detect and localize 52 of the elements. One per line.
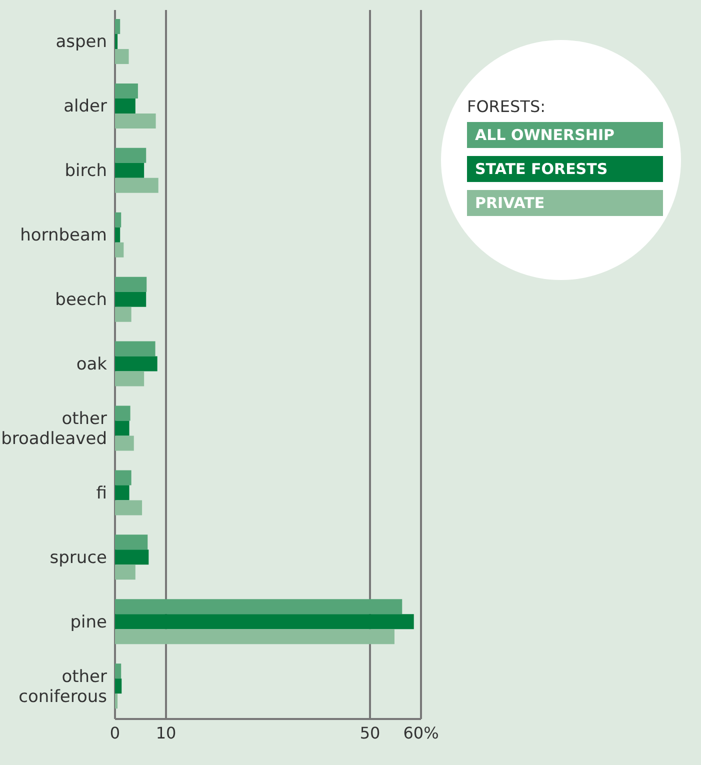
bar xyxy=(115,485,130,500)
bar xyxy=(115,83,138,98)
y-tick-label: spruce xyxy=(50,548,107,568)
bar xyxy=(115,534,148,550)
bar xyxy=(115,356,158,372)
y-tick-label: other broadleaved xyxy=(1,408,108,449)
bar xyxy=(115,113,156,128)
y-tick-label: fi xyxy=(96,483,107,504)
y-tick-label: other coniferous xyxy=(18,666,108,707)
y-tick-label: hornbeam xyxy=(20,226,107,246)
bar xyxy=(115,341,156,356)
x-tick-label: 50 xyxy=(360,723,380,742)
bar xyxy=(115,678,122,694)
bar xyxy=(115,550,149,565)
bar xyxy=(115,148,146,163)
x-tick-label: 60% xyxy=(403,723,439,742)
bar xyxy=(115,371,144,386)
bar xyxy=(115,306,132,322)
x-tick-label: 10 xyxy=(156,723,176,742)
y-tick-label: aspen xyxy=(56,32,107,52)
bar xyxy=(115,436,134,451)
bar xyxy=(115,49,129,64)
text: PRIVATE xyxy=(467,190,663,216)
text: STATE FORESTS xyxy=(467,156,663,182)
bar xyxy=(115,19,120,34)
bar xyxy=(115,599,402,614)
bar xyxy=(115,242,124,258)
bar xyxy=(115,162,144,178)
bar xyxy=(115,227,120,242)
x-tick-label: 0 xyxy=(110,723,120,742)
bar xyxy=(115,212,122,228)
y-tick-label: pine xyxy=(70,612,107,632)
bar xyxy=(115,276,147,292)
bar xyxy=(115,178,158,193)
bar xyxy=(115,34,118,50)
bar xyxy=(115,664,122,679)
bar xyxy=(115,694,118,709)
y-tick-label: beech xyxy=(55,290,107,310)
y-tick-label: oak xyxy=(76,354,108,374)
bar xyxy=(115,98,136,114)
bar xyxy=(115,420,130,436)
bar xyxy=(115,629,394,644)
bar xyxy=(115,564,136,580)
y-tick-label: birch xyxy=(64,161,107,182)
bar xyxy=(115,292,146,307)
bar xyxy=(115,614,414,630)
text: ALL OWNERSHIP xyxy=(467,122,663,148)
y-tick-label: alder xyxy=(64,96,107,117)
bar xyxy=(115,500,142,516)
bar xyxy=(115,406,130,421)
legend-title: FORESTS: xyxy=(467,96,546,116)
bar xyxy=(115,470,132,486)
